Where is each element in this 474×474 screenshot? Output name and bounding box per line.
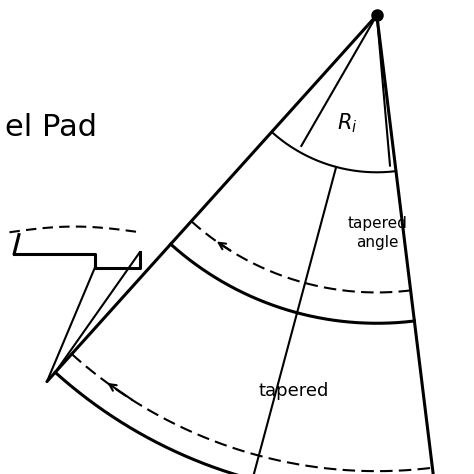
Text: $R_i$: $R_i$ [337,111,357,135]
Text: el Pad: el Pad [5,113,97,143]
Text: tapered
angle: tapered angle [347,216,407,250]
Text: tapered: tapered [258,383,329,401]
